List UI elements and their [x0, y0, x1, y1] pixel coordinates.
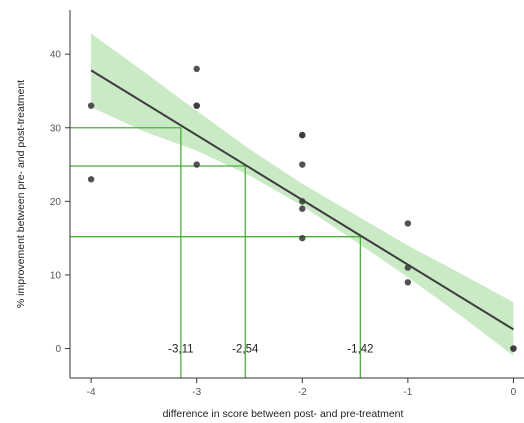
data-points-layer: [87, 65, 517, 352]
confidence-band: [91, 33, 514, 356]
y-tick-label: 40: [50, 50, 62, 61]
y-axis-title: % improvement between pre- and post-trea…: [15, 80, 27, 308]
annotation-lines-layer: [70, 127, 362, 378]
annotation-label: -2,54: [232, 344, 259, 356]
data-point: [510, 345, 517, 352]
x-tick-label: -3: [192, 387, 201, 398]
data-point: [299, 198, 306, 205]
y-tick-label: 20: [50, 197, 62, 208]
confidence-band-layer: [91, 33, 514, 356]
labels-layer: -4 -3 -2 -1 0 0 10 20 30 40 -3,11 -2,54 -1,42 differe…: [15, 50, 517, 420]
data-point: [299, 131, 306, 139]
data-point: [404, 279, 412, 286]
x-tick-label: 0: [511, 387, 517, 398]
data-point: [404, 220, 412, 227]
y-tick-label: 0: [55, 344, 61, 355]
y-tick-label: 10: [50, 270, 62, 281]
y-tick-label: 30: [50, 123, 62, 134]
x-tick-label: -1: [403, 387, 412, 398]
axes-layer: [65, 10, 524, 383]
x-axis-title: difference in score between post- and pr…: [163, 408, 404, 420]
data-point: [299, 234, 306, 242]
data-point: [193, 102, 200, 109]
data-point: [299, 161, 306, 168]
data-point: [87, 102, 95, 109]
x-tick-label: -2: [298, 387, 307, 398]
data-point: [193, 161, 200, 168]
data-point: [193, 65, 200, 73]
annotation-label: -1,42: [347, 344, 373, 356]
data-point: [404, 264, 412, 271]
x-tick-label: -4: [87, 387, 96, 398]
annotation-label: -3,11: [168, 344, 193, 356]
data-point: [87, 176, 95, 183]
data-point: [299, 205, 306, 212]
